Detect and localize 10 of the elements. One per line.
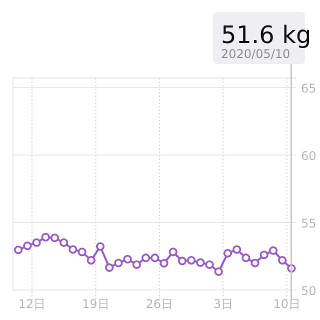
x-tick-label: 3日 — [213, 297, 233, 311]
y-tick-label: 60 — [301, 148, 316, 163]
y-tick-label: 50 — [301, 284, 316, 298]
x-tick-label: 12日 — [18, 297, 46, 311]
x-tick-label: 26日 — [146, 297, 174, 311]
annotation: 51.6 kg — [221, 21, 312, 49]
text: 2020/05/10 — [221, 47, 290, 61]
x-tick-label: 19日 — [82, 297, 110, 311]
y-tick-label: 65 — [301, 81, 316, 96]
y-tick-label: 55 — [301, 216, 316, 230]
